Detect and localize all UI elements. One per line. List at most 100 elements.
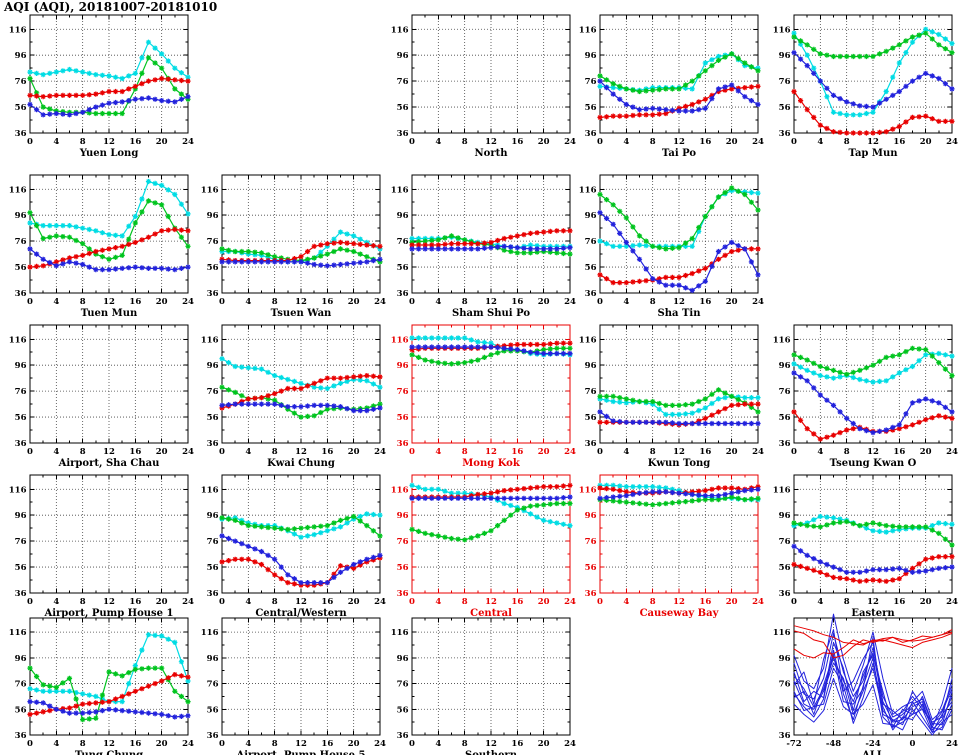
y-tick-label: 56 xyxy=(15,263,27,273)
x-tick-label: 24 xyxy=(752,137,764,147)
y-tick-label: 96 xyxy=(585,361,597,371)
x-tick-label: 24 xyxy=(182,739,194,749)
x-tick-label: 0 xyxy=(910,739,916,749)
x-tick-label: 12 xyxy=(867,447,879,457)
y-tick-label: 76 xyxy=(779,77,791,87)
chart-central-western: 36 56 76 96 116 0 4 8 12 16 20 24 Central/Western xyxy=(201,474,386,619)
blue-series-markers xyxy=(791,543,955,575)
y-tick-label: 56 xyxy=(15,705,27,715)
y-tick-label: 96 xyxy=(779,51,791,61)
red-series-markers xyxy=(27,75,191,100)
chart-title-north: North xyxy=(475,148,509,159)
y-tick-label: 56 xyxy=(779,705,791,715)
x-tick-label: 4 xyxy=(435,447,441,457)
y-tick-label: 36 xyxy=(15,439,27,449)
chart-title-mong-kok: Mong Kok xyxy=(462,458,521,469)
x-tick-label: 16 xyxy=(129,447,141,457)
x-tick-label: 0 xyxy=(409,447,415,457)
x-tick-label: 4 xyxy=(623,597,629,607)
y-tick-label: 36 xyxy=(15,129,27,139)
blue-series-markers xyxy=(597,486,761,501)
y-tick-label: 76 xyxy=(585,237,597,247)
x-tick-label: 24 xyxy=(374,447,386,457)
chart-causeway-bay: 36 56 76 96 116 0 4 8 12 16 20 24 Causeway Bay xyxy=(579,474,764,619)
x-tick-label: 24 xyxy=(182,447,194,457)
chart-mong-kok: 36 56 76 96 116 0 4 8 12 16 20 24 Mong Kok xyxy=(391,324,576,469)
x-tick-label: 8 xyxy=(650,447,656,457)
x-tick-label: 24 xyxy=(182,137,194,147)
x-tick-label: 4 xyxy=(53,137,59,147)
x-tick-label: 8 xyxy=(844,447,850,457)
green-series-markers xyxy=(791,30,955,60)
y-tick-label: 96 xyxy=(397,51,409,61)
chart-north: 36 56 76 96 116 0 4 8 12 16 20 24 North xyxy=(391,14,576,159)
x-tick-label: -24 xyxy=(865,739,880,749)
green-series-markers xyxy=(27,665,191,723)
x-tick-label: 4 xyxy=(817,137,823,147)
cyan-series-markers xyxy=(27,178,191,239)
x-tick-label: 12 xyxy=(485,597,497,607)
chart-sha-tin: 36 56 76 96 116 0 4 8 12 16 20 24 Sha Tin xyxy=(579,174,764,319)
x-tick-label: 0 xyxy=(27,597,33,607)
x-tick-label: 0 xyxy=(597,297,603,307)
y-tick-label: 36 xyxy=(207,731,219,741)
y-tick-label: 96 xyxy=(207,654,219,664)
x-tick-label: 20 xyxy=(156,297,168,307)
y-tick-label: 116 xyxy=(391,485,409,495)
x-tick-label: 8 xyxy=(462,447,468,457)
y-tick-label: 116 xyxy=(579,185,597,195)
chart-title-kwun-tong: Kwun Tong xyxy=(648,458,711,469)
x-tick-label: 12 xyxy=(295,739,307,749)
x-tick-label: 0 xyxy=(219,739,225,749)
y-tick-label: 36 xyxy=(397,731,409,741)
x-tick-label: 20 xyxy=(156,137,168,147)
x-tick-label: 16 xyxy=(893,447,905,457)
x-tick-label: 20 xyxy=(726,447,738,457)
y-tick-label: 56 xyxy=(397,563,409,573)
x-tick-label: 12 xyxy=(485,137,497,147)
x-tick-label: 20 xyxy=(726,297,738,307)
y-tick-label: 96 xyxy=(15,211,27,221)
x-tick-label: 0 xyxy=(27,739,33,749)
x-tick-label: 8 xyxy=(462,297,468,307)
y-tick-label: 76 xyxy=(15,387,27,397)
chart-title-tseung-kwan-o: Tseung Kwan O xyxy=(830,458,917,469)
green-series-markers xyxy=(791,519,955,548)
x-tick-label: 20 xyxy=(726,597,738,607)
y-tick-label: 56 xyxy=(207,263,219,273)
green-series-markers xyxy=(597,51,761,95)
x-tick-label: 8 xyxy=(462,137,468,147)
chart-title-airport-pump-house-5: Airport, Pump House 5 xyxy=(235,750,365,755)
x-tick-label: 20 xyxy=(538,597,550,607)
blue-series-markers xyxy=(597,409,761,427)
x-tick-label: 24 xyxy=(374,739,386,749)
chart-tap-mun: 36 56 76 96 116 0 4 8 12 16 20 24 Tap Mun xyxy=(773,14,958,159)
chart-title-tai-po: Tai Po xyxy=(662,148,696,159)
green-series-markers xyxy=(219,513,383,539)
y-tick-label: 76 xyxy=(15,237,27,247)
x-tick-label: 0 xyxy=(219,597,225,607)
blue-series-markers xyxy=(409,243,573,252)
x-tick-label: 24 xyxy=(182,297,194,307)
chart-tsuen-wan: 36 56 76 96 116 0 4 8 12 16 20 24 Tsuen Wan xyxy=(201,174,386,319)
x-tick-label: 8 xyxy=(80,137,86,147)
y-tick-label: 36 xyxy=(779,589,791,599)
y-tick-label: 36 xyxy=(207,289,219,299)
x-tick-label: 20 xyxy=(348,739,360,749)
x-tick-label: 16 xyxy=(321,447,333,457)
green-series-markers xyxy=(791,345,955,379)
y-tick-label: 116 xyxy=(579,335,597,345)
x-tick-label: 8 xyxy=(462,597,468,607)
y-tick-label: 76 xyxy=(585,387,597,397)
x-tick-label: 0 xyxy=(27,297,33,307)
x-tick-label: 4 xyxy=(53,597,59,607)
y-tick-label: 96 xyxy=(585,51,597,61)
x-tick-label: 4 xyxy=(623,297,629,307)
x-tick-label: 0 xyxy=(791,597,797,607)
x-tick-label: 16 xyxy=(699,137,711,147)
y-tick-label: 36 xyxy=(207,439,219,449)
y-tick-label: 116 xyxy=(9,335,27,345)
x-tick-label: 24 xyxy=(752,297,764,307)
y-tick-label: 96 xyxy=(207,361,219,371)
